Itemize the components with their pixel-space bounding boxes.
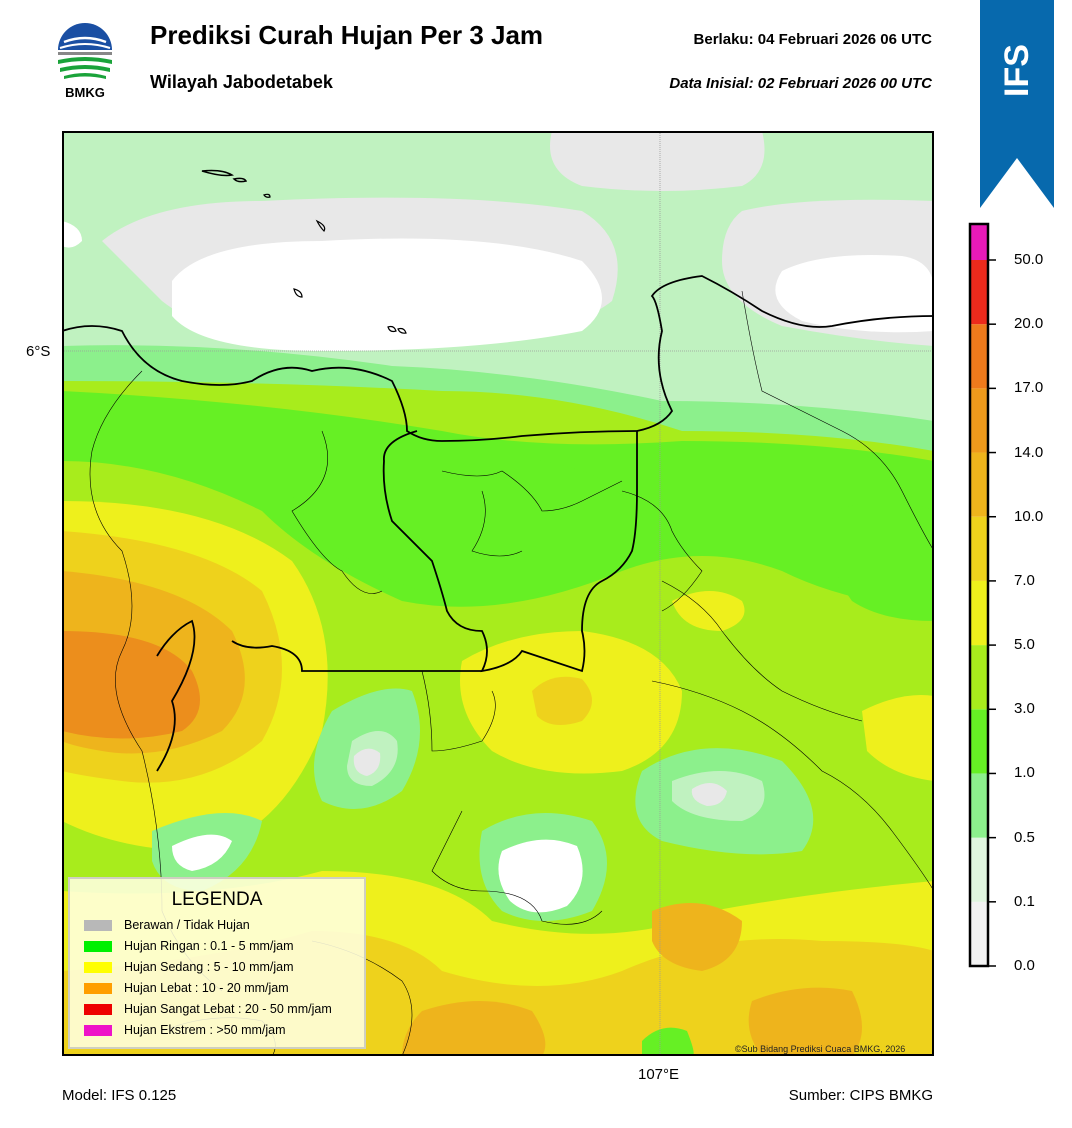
legend-swatch: [84, 982, 112, 994]
colorbar-segment: [970, 452, 988, 517]
legend-item: Hujan Ekstrem : >50 mm/jam: [84, 1022, 286, 1038]
logo-text: BMKG: [65, 85, 105, 100]
legend-swatch: [84, 1003, 112, 1015]
legend-item-label: Hujan Ekstrem : >50 mm/jam: [124, 1023, 286, 1037]
latitude-label: 6°S: [26, 343, 51, 360]
colorbar-segment: [970, 837, 988, 902]
colorbar-tick-label: 5.0: [1014, 636, 1035, 654]
colorbar-segment: [970, 224, 988, 260]
bmkg-logo-icon: [58, 23, 112, 79]
page-subtitle: Wilayah Jabodetabek: [150, 72, 333, 92]
legend-box: LEGENDA Berawan / Tidak Hujan Hujan Ring…: [68, 877, 366, 1049]
colorbar-segment: [970, 709, 988, 774]
ifs-ribbon-label: IFS: [997, 43, 1036, 97]
colorbar-segment: [970, 388, 988, 453]
copyright-text: ©Sub Bidang Prediksi Cuaca BMKG, 2026: [735, 1044, 906, 1054]
legend-item-label: Hujan Sangat Lebat : 20 - 50 mm/jam: [124, 1002, 332, 1016]
colorbar-tick-label: 14.0: [1014, 443, 1044, 461]
legend-item: Hujan Lebat : 10 - 20 mm/jam: [84, 980, 289, 996]
legend-item: Hujan Ringan : 0.1 - 5 mm/jam: [84, 938, 294, 954]
valid-time: Berlaku: 04 Februari 2026 06 UTC: [693, 31, 932, 48]
legend-item: Berawan / Tidak Hujan: [84, 917, 250, 933]
legend-swatch: [84, 919, 112, 931]
legend-swatch: [84, 961, 112, 973]
source-label: Sumber: CIPS BMKG: [788, 1087, 933, 1104]
legend-swatch: [84, 1024, 112, 1036]
colorbar-tick-label: 0.0: [1014, 957, 1035, 974]
colorbar-segment: [970, 901, 988, 966]
colorbar-segment: [970, 260, 988, 325]
colorbar-tick-label: 0.1: [1014, 892, 1035, 910]
legend-item-label: Hujan Sedang : 5 - 10 mm/jam: [124, 960, 294, 974]
longitude-label: 107°E: [638, 1066, 680, 1083]
legend-item-label: Hujan Ringan : 0.1 - 5 mm/jam: [124, 939, 294, 953]
colorbar-segment: [970, 645, 988, 710]
legend-item-label: Hujan Lebat : 10 - 20 mm/jam: [124, 981, 289, 995]
rainfall-map: [62, 131, 934, 1056]
colorbar-segment: [970, 580, 988, 646]
colorbar-tick-label: 3.0: [1014, 700, 1035, 718]
init-time: Data Inisial: 02 Februari 2026 00 UTC: [669, 75, 932, 92]
legend-item: Hujan Sangat Lebat : 20 - 50 mm/jam: [84, 1001, 332, 1017]
legend-title: LEGENDA: [171, 889, 263, 910]
colorbar-segment: [970, 324, 988, 389]
colorbar-tick-label: 20.0: [1014, 315, 1044, 333]
model-label: Model: IFS 0.125: [62, 1087, 177, 1104]
colorbar-tick-label: 0.5: [1014, 828, 1035, 846]
colorbar-tick-label: 7.0: [1014, 571, 1035, 589]
legend-item-label: Berawan / Tidak Hujan: [124, 918, 250, 932]
colorbar-tick-label: 17.0: [1014, 379, 1044, 397]
legend-swatch: [84, 940, 112, 952]
page-title: Prediksi Curah Hujan Per 3 Jam: [150, 20, 544, 50]
colorbar-tick-label: 10.0: [1014, 507, 1044, 525]
colorbar-segment: [970, 773, 988, 838]
colorbar-tick-label: 50.0: [1014, 251, 1044, 268]
colorbar-tick-label: 1.0: [1014, 764, 1035, 782]
colorbar-segment: [970, 516, 988, 581]
legend-item: Hujan Sedang : 5 - 10 mm/jam: [84, 959, 294, 975]
colorbar: [968, 222, 996, 968]
ifs-ribbon: [980, 0, 1054, 208]
